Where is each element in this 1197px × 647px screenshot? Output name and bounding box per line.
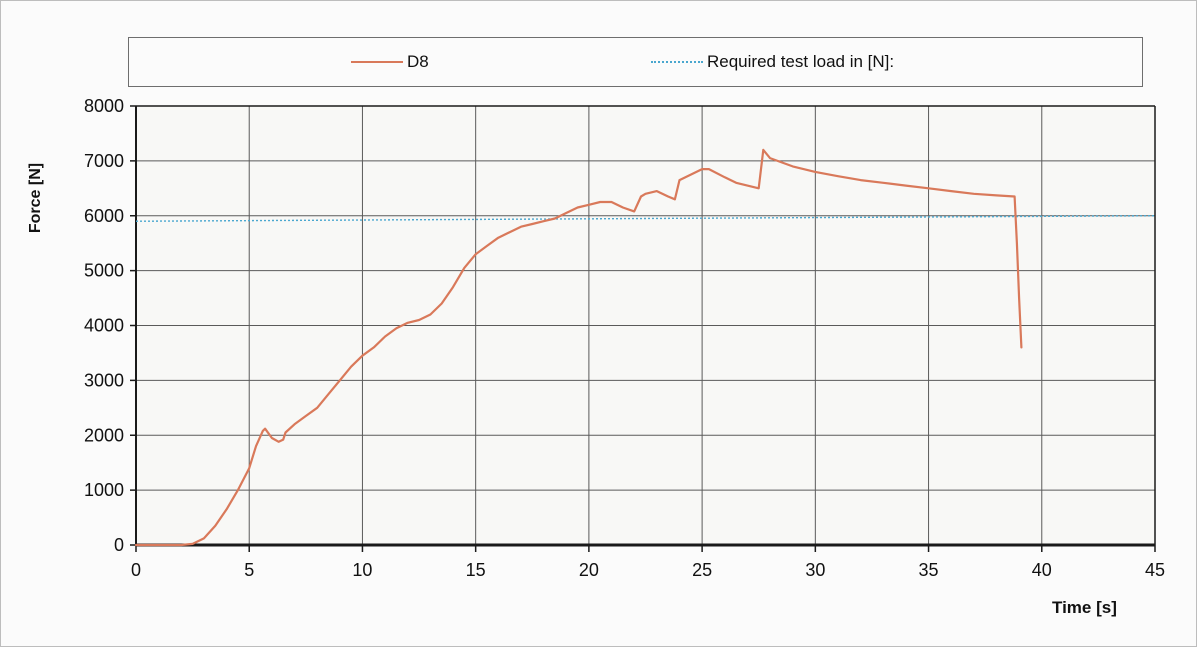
legend-item-d8: D8: [351, 50, 429, 74]
legend-swatch-d8: [351, 61, 403, 63]
x-tick-label: 40: [1032, 560, 1052, 580]
x-tick-label: 10: [352, 560, 372, 580]
y-tick-label: 2000: [84, 425, 124, 445]
legend-item-required-load: Required test load in [N]:: [651, 50, 894, 74]
y-tick-label: 8000: [84, 96, 124, 116]
y-tick-label: 1000: [84, 480, 124, 500]
x-tick-label: 0: [131, 560, 141, 580]
legend-label-d8: D8: [407, 52, 429, 71]
y-tick-label: 0: [114, 535, 124, 555]
x-tick-label: 30: [805, 560, 825, 580]
x-tick-label: 35: [919, 560, 939, 580]
x-axis-title: Time [s]: [1052, 598, 1117, 617]
series-required-load-line: [135, 215, 1156, 222]
x-tick-label: 45: [1145, 560, 1165, 580]
x-tick-label: 5: [244, 560, 254, 580]
x-tick-label: 20: [579, 560, 599, 580]
y-tick-label: 7000: [84, 151, 124, 171]
series-d8-line: [134, 148, 1023, 547]
y-tick-label: 3000: [84, 370, 124, 390]
x-tick-label: 25: [692, 560, 712, 580]
y-axis-title: Force [N]: [27, 162, 44, 234]
legend-swatch-required-load: [651, 61, 703, 63]
legend-label-required-load: Required test load in [N]:: [707, 52, 895, 71]
legend: D8 Required test load in [N]:: [128, 37, 1143, 87]
y-tick-label: 4000: [84, 316, 124, 336]
y-tick-label: 6000: [84, 206, 124, 226]
x-tick-label: 15: [466, 560, 486, 580]
y-tick-label: 5000: [84, 261, 124, 281]
